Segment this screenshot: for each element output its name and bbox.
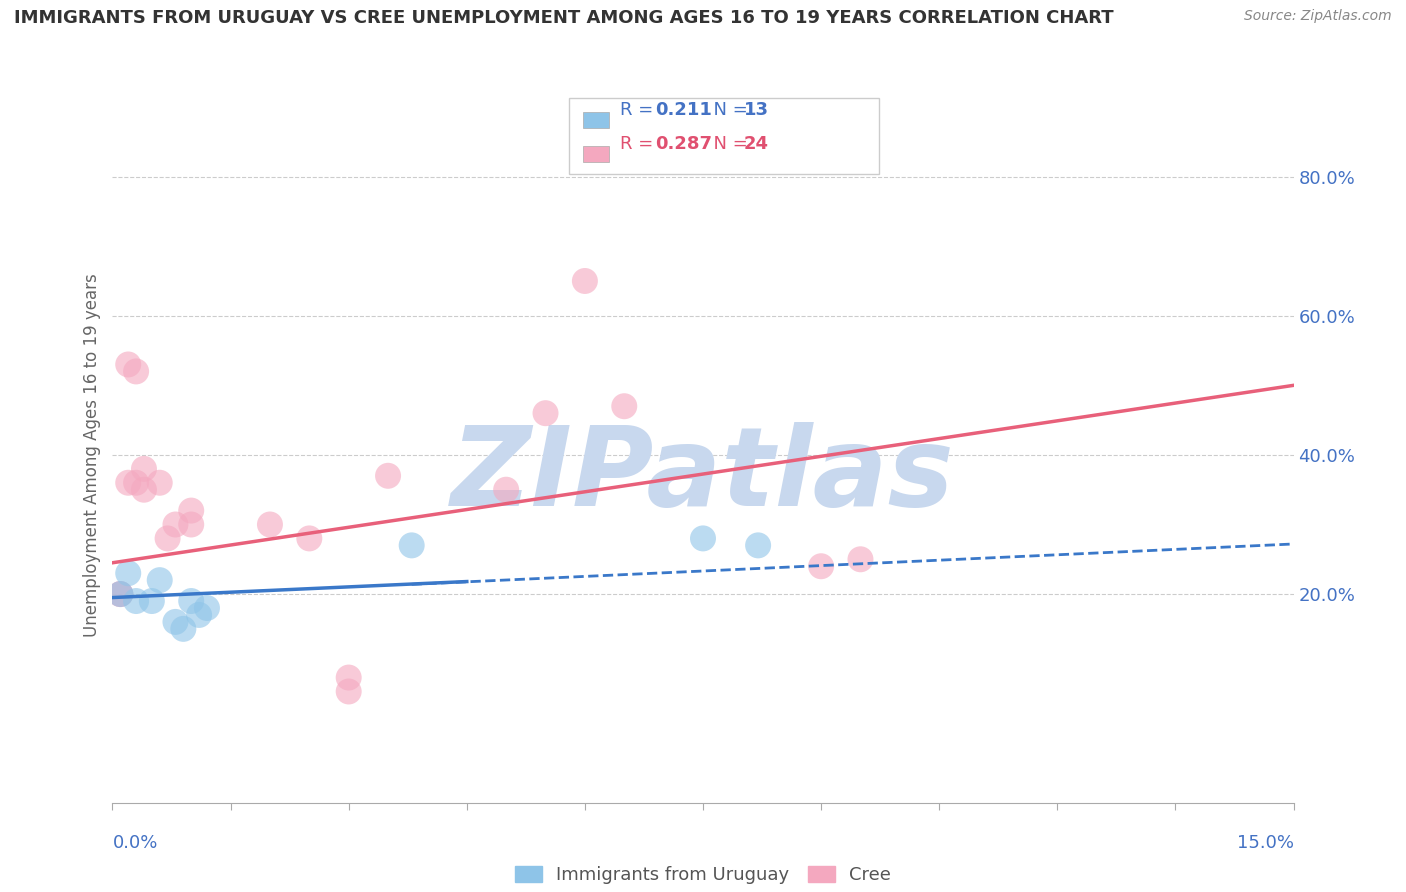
- Y-axis label: Unemployment Among Ages 16 to 19 years: Unemployment Among Ages 16 to 19 years: [83, 273, 101, 637]
- Point: [849, 552, 872, 566]
- Point: [401, 538, 423, 552]
- Point: [692, 532, 714, 546]
- Text: 0.0%: 0.0%: [112, 834, 157, 852]
- Point: [195, 601, 218, 615]
- Text: 24: 24: [744, 135, 769, 153]
- Point: [495, 483, 517, 497]
- Point: [747, 538, 769, 552]
- Text: 15.0%: 15.0%: [1236, 834, 1294, 852]
- Point: [180, 594, 202, 608]
- Point: [149, 475, 172, 490]
- Point: [188, 607, 211, 622]
- Point: [574, 274, 596, 288]
- Text: Source: ZipAtlas.com: Source: ZipAtlas.com: [1244, 9, 1392, 23]
- Point: [165, 615, 187, 629]
- Text: 13: 13: [744, 101, 769, 119]
- Point: [125, 364, 148, 378]
- Point: [180, 503, 202, 517]
- Point: [132, 483, 155, 497]
- Point: [132, 462, 155, 476]
- Point: [180, 517, 202, 532]
- Point: [117, 358, 139, 372]
- Point: [172, 622, 194, 636]
- Point: [110, 587, 132, 601]
- Point: [613, 399, 636, 413]
- Point: [259, 517, 281, 532]
- Text: ZIPatlas: ZIPatlas: [451, 422, 955, 529]
- Text: N =: N =: [702, 101, 754, 119]
- Text: 0.287: 0.287: [655, 135, 713, 153]
- Point: [125, 475, 148, 490]
- Point: [165, 517, 187, 532]
- Point: [125, 594, 148, 608]
- Point: [810, 559, 832, 574]
- Point: [110, 587, 132, 601]
- Text: R =: R =: [620, 135, 659, 153]
- Point: [534, 406, 557, 420]
- Text: IMMIGRANTS FROM URUGUAY VS CREE UNEMPLOYMENT AMONG AGES 16 TO 19 YEARS CORRELATI: IMMIGRANTS FROM URUGUAY VS CREE UNEMPLOY…: [14, 9, 1114, 27]
- Point: [117, 475, 139, 490]
- Point: [156, 532, 179, 546]
- Point: [337, 684, 360, 698]
- Point: [337, 671, 360, 685]
- Point: [149, 573, 172, 587]
- Point: [141, 594, 163, 608]
- Point: [117, 566, 139, 581]
- Text: N =: N =: [702, 135, 754, 153]
- Legend: Immigrants from Uruguay, Cree: Immigrants from Uruguay, Cree: [508, 858, 898, 891]
- Point: [110, 587, 132, 601]
- Text: 0.211: 0.211: [655, 101, 711, 119]
- Text: R =: R =: [620, 101, 659, 119]
- Point: [377, 468, 399, 483]
- Point: [298, 532, 321, 546]
